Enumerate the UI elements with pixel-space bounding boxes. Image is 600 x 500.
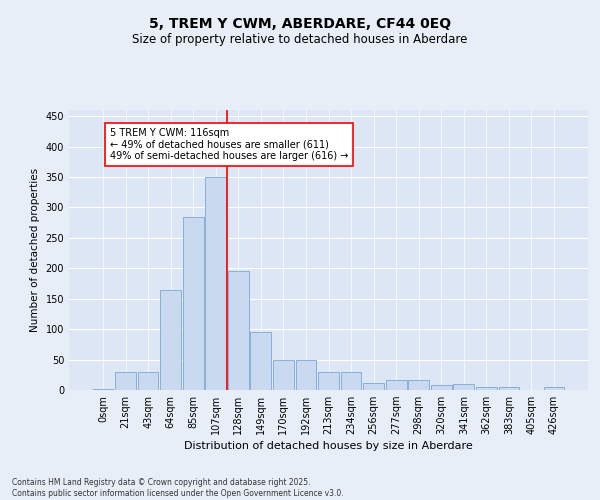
Text: Contains HM Land Registry data © Crown copyright and database right 2025.
Contai: Contains HM Land Registry data © Crown c… bbox=[12, 478, 344, 498]
Text: 5 TREM Y CWM: 116sqm
← 49% of detached houses are smaller (611)
49% of semi-deta: 5 TREM Y CWM: 116sqm ← 49% of detached h… bbox=[110, 128, 348, 162]
Bar bbox=[296, 360, 316, 390]
Bar bbox=[183, 216, 203, 390]
Bar bbox=[318, 372, 339, 390]
Bar bbox=[205, 177, 226, 390]
Bar bbox=[160, 290, 181, 390]
Bar bbox=[115, 372, 136, 390]
X-axis label: Distribution of detached houses by size in Aberdare: Distribution of detached houses by size … bbox=[184, 442, 473, 452]
Y-axis label: Number of detached properties: Number of detached properties bbox=[30, 168, 40, 332]
Bar bbox=[92, 389, 113, 390]
Text: 5, TREM Y CWM, ABERDARE, CF44 0EQ: 5, TREM Y CWM, ABERDARE, CF44 0EQ bbox=[149, 18, 451, 32]
Bar bbox=[499, 387, 520, 390]
Bar bbox=[454, 384, 474, 390]
Bar bbox=[228, 272, 248, 390]
Bar bbox=[273, 360, 294, 390]
Text: Size of property relative to detached houses in Aberdare: Size of property relative to detached ho… bbox=[133, 32, 467, 46]
Bar bbox=[363, 382, 384, 390]
Bar bbox=[137, 372, 158, 390]
Bar bbox=[431, 385, 452, 390]
Bar bbox=[476, 387, 497, 390]
Bar bbox=[341, 372, 361, 390]
Bar bbox=[386, 380, 407, 390]
Bar bbox=[250, 332, 271, 390]
Bar bbox=[544, 387, 565, 390]
Bar bbox=[409, 380, 429, 390]
